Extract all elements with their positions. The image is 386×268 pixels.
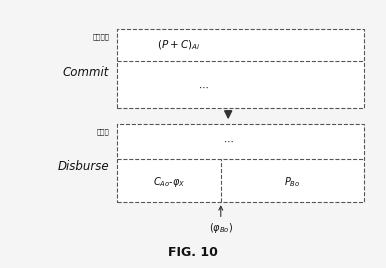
Text: コミット: コミット <box>92 34 109 40</box>
Text: FIG. 10: FIG. 10 <box>168 246 218 259</box>
Bar <box>117 124 364 202</box>
Text: Disburse: Disburse <box>58 160 109 173</box>
Text: $\cdots$: $\cdots$ <box>223 136 234 146</box>
Text: $P_{Bo}$: $P_{Bo}$ <box>284 175 301 189</box>
Text: Commit: Commit <box>63 66 109 79</box>
Text: $(\varphi_{Bo})$: $(\varphi_{Bo})$ <box>208 221 233 235</box>
Text: $\cdots$: $\cdots$ <box>198 82 209 92</box>
Text: $C_{Ao}$-$\varphi_X$: $C_{Ao}$-$\varphi_X$ <box>152 175 185 189</box>
Text: 支払い: 支払い <box>96 128 109 135</box>
Text: $(P+C)_{Ai}$: $(P+C)_{Ai}$ <box>157 38 200 51</box>
Bar <box>117 29 364 108</box>
